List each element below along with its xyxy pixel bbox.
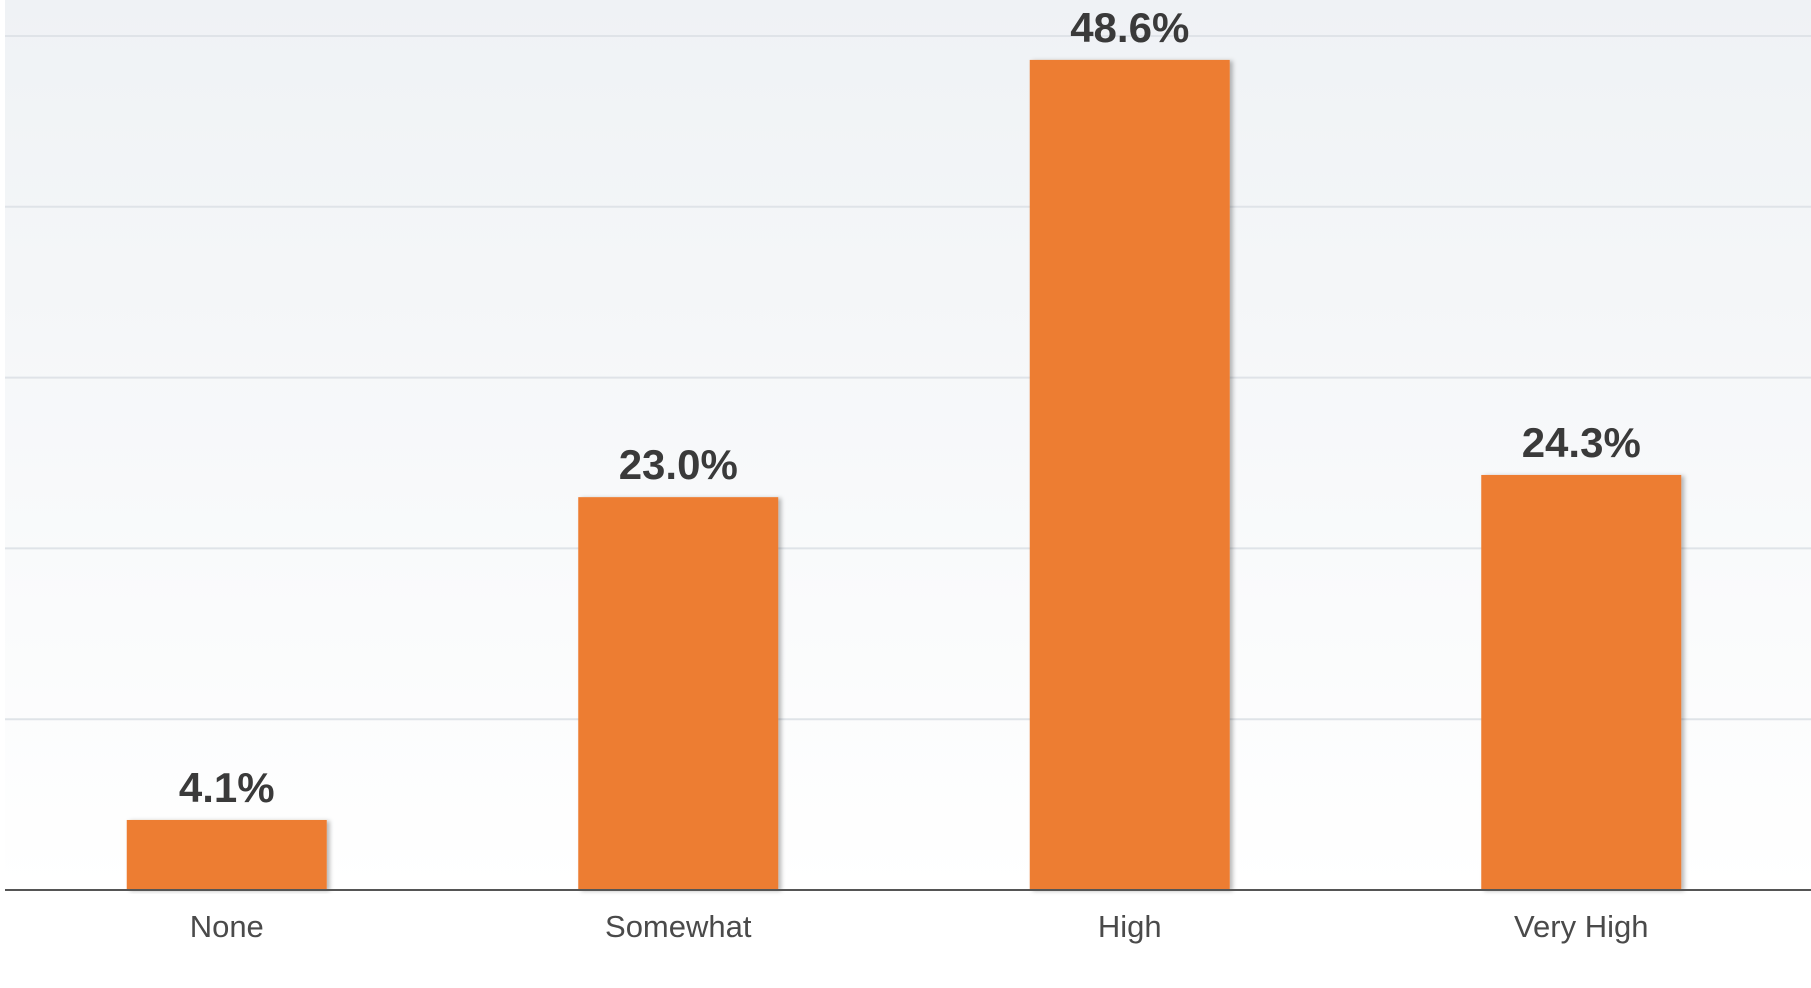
x-tick-label-none: None [190, 909, 264, 944]
data-label-none: 4.1% [179, 764, 275, 811]
bar-somewhat [578, 497, 779, 890]
bars [126, 59, 1682, 891]
bar-very-high [1481, 474, 1682, 890]
category-labels: None Somewhat High Very High [190, 909, 1649, 944]
bar-none [126, 819, 327, 890]
x-tick-label-somewhat: Somewhat [605, 909, 752, 944]
value-labels: 4.1% 23.0% 48.6% 24.3% [179, 4, 1641, 811]
data-label-somewhat: 23.0% [619, 441, 738, 488]
x-tick-label-high: High [1098, 909, 1162, 944]
data-label-high: 48.6% [1070, 4, 1189, 51]
bar-high [1029, 59, 1230, 891]
data-label-very-high: 24.3% [1522, 419, 1641, 466]
x-tick-label-very-high: Very High [1514, 909, 1648, 944]
